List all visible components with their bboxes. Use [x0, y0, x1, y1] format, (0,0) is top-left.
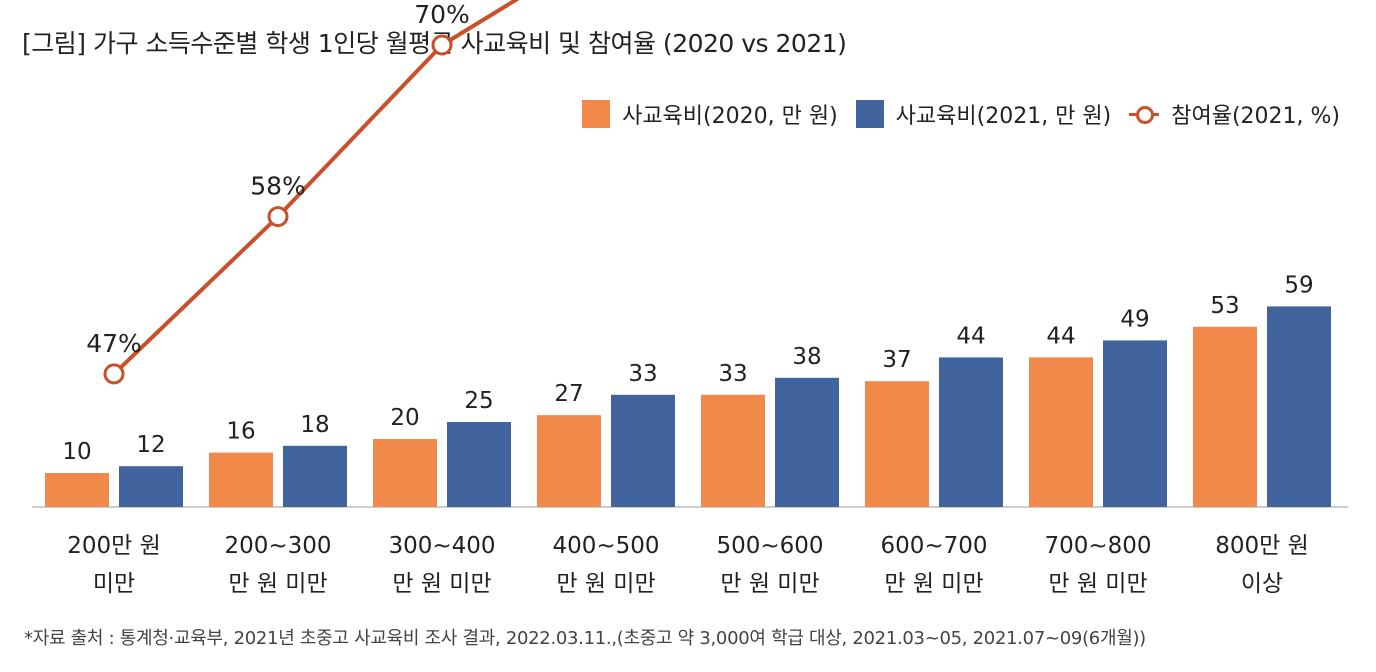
participation-line	[112, 0, 520, 376]
source-note: *자료 출처 : 통계청·교육부, 2021년 초중고 사교육비 조사 결과, …	[24, 628, 1146, 649]
x-tick-label: 만 원 미만	[556, 571, 655, 597]
x-tick-label: 200만 원	[67, 533, 161, 559]
bar-2020	[209, 452, 273, 507]
bar-label-2021: 59	[1284, 272, 1313, 298]
bar-label-2020: 20	[390, 405, 419, 431]
bar-label-2020: 53	[1210, 293, 1239, 319]
bar-2020	[701, 394, 765, 507]
x-tick-label: 만 원 미만	[1048, 571, 1147, 597]
bar-label-2020: 37	[882, 347, 911, 373]
bar-2021	[939, 357, 1003, 507]
legend-swatch-2021	[855, 100, 884, 128]
x-tick-label: 이상	[1241, 571, 1283, 597]
x-tick-label: 400~500	[552, 533, 659, 559]
bar-2021	[447, 422, 511, 507]
legend-label-participation: 참여율(2021, %)	[1171, 104, 1340, 129]
x-tick-label: 미만	[93, 571, 135, 597]
bar-2021	[611, 394, 675, 507]
bar-2020	[373, 439, 437, 507]
x-tick-label: 500~600	[716, 533, 823, 559]
x-tick-label: 600~700	[880, 533, 987, 559]
bar-label-2021: 25	[464, 388, 493, 414]
bar-label-2020: 27	[554, 381, 583, 407]
x-tick-label: 800만 원	[1215, 533, 1309, 559]
x-tick-label: 만 원 미만	[228, 571, 327, 597]
legend-label-2020: 사교육비(2020, 만 원)	[622, 104, 838, 129]
bar-label-2021: 33	[628, 361, 657, 387]
participation-point	[267, 206, 289, 228]
bar-2021	[119, 466, 183, 507]
bar-label-2021: 49	[1120, 306, 1149, 332]
bar-label-2020: 16	[226, 419, 255, 445]
participation-label: 70%	[414, 0, 470, 29]
bar-2021	[775, 377, 839, 507]
x-tick-label: 300~400	[388, 533, 495, 559]
legend-label-2021: 사교육비(2021, 만 원)	[895, 104, 1112, 129]
bar-2020	[1029, 357, 1093, 507]
x-tick-label: 만 원 미만	[392, 571, 491, 597]
legend-item-2021: 사교육비(2021, 만 원)	[855, 98, 1112, 130]
bar-2021	[1267, 306, 1331, 507]
participation-point	[103, 363, 125, 385]
bar-2020	[45, 473, 109, 507]
bar-label-2021: 44	[956, 323, 985, 349]
bar-2021	[1103, 340, 1167, 507]
participation-label: 58%	[250, 172, 306, 201]
legend-item-participation: 참여율(2021, %)	[1129, 98, 1340, 130]
legend: 사교육비(2020, 만 원) 사교육비(2021, 만 원) 참여율(2021…	[582, 98, 1340, 130]
legend-swatch-2020	[582, 100, 611, 128]
bar-label-2021: 18	[300, 412, 329, 438]
legend-item-2020: 사교육비(2020, 만 원)	[582, 98, 838, 130]
bar-2020	[537, 415, 601, 507]
bar-label-2021: 12	[136, 432, 165, 458]
participation-point	[431, 34, 453, 56]
bar-2020	[865, 381, 929, 507]
bar-2021	[283, 445, 347, 507]
x-tick-label: 만 원 미만	[884, 571, 983, 597]
bar-label-2021: 38	[792, 344, 821, 370]
bar-label-2020: 44	[1046, 323, 1075, 349]
bar-2020	[1193, 326, 1257, 507]
participation-label: 47%	[86, 329, 142, 358]
x-tick-label: 200~300	[224, 533, 331, 559]
x-tick-label: 700~800	[1044, 533, 1151, 559]
bar-label-2020: 10	[62, 439, 91, 465]
bar-label-2020: 33	[718, 361, 747, 387]
legend-line-marker-icon	[1129, 104, 1160, 124]
x-tick-label: 만 원 미만	[720, 571, 819, 597]
